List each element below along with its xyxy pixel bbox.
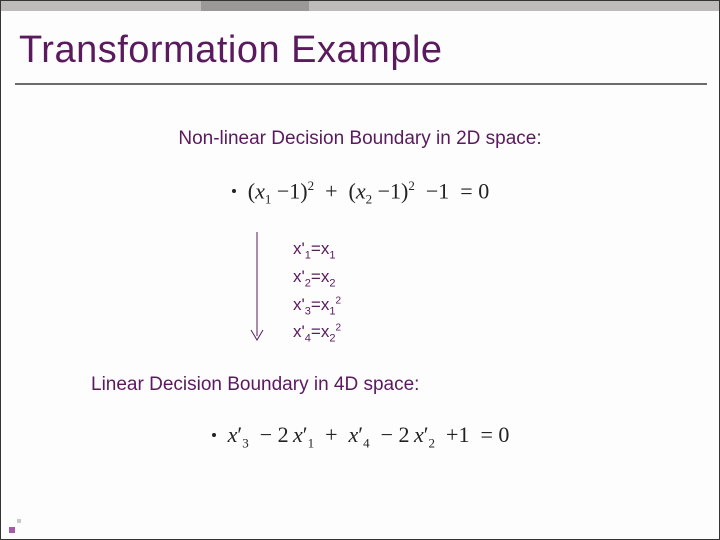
plus: + — [325, 178, 337, 203]
fone: 1 — [458, 422, 469, 447]
rparen: ) — [300, 178, 307, 203]
fx1: x — [228, 422, 238, 447]
formula-nonlinear: (x1 −1)2 + (x2 −1)2 −1 = 0 — [1, 178, 719, 208]
trs1: 1 — [329, 249, 335, 261]
transform-row: x'2=x2 — [293, 264, 341, 292]
xp: x' — [293, 239, 305, 258]
tp2: 2 — [335, 295, 341, 306]
fx3: x — [349, 422, 359, 447]
trs1b: 1 — [329, 305, 335, 317]
fs1: 1 — [308, 435, 315, 450]
teq3: = — [311, 295, 321, 314]
fs4: 4 — [363, 435, 370, 450]
eq-zero: = 0 — [460, 178, 489, 203]
corner-decor-icon — [9, 519, 23, 533]
transform-row: x'4=x22 — [293, 319, 341, 347]
trs2: 2 — [329, 277, 335, 289]
tp2b: 2 — [335, 323, 341, 334]
xp2: x' — [293, 267, 305, 286]
xp3: x' — [293, 295, 305, 314]
sub-2: 2 — [366, 192, 373, 207]
feq: = 0 — [480, 422, 509, 447]
formula-linear: x′3 − 2 x′1 + x′4 − 2 x′2 +1 = 0 — [1, 422, 719, 451]
minus2: − — [378, 178, 390, 203]
sq: 2 — [308, 178, 315, 193]
minus3: − — [426, 178, 438, 203]
const-1: 1 — [289, 178, 300, 203]
fc2: 2 — [278, 422, 289, 447]
transformation-list: x'1=x1 x'2=x2 x'3=x12 x'4=x22 — [293, 236, 341, 348]
sub-1: 1 — [265, 192, 272, 207]
trs2b: 2 — [329, 333, 335, 345]
teq2: = — [311, 267, 321, 286]
const-1c: 1 — [438, 178, 449, 203]
transform-row: x'1=x1 — [293, 236, 341, 264]
fm2: − — [381, 422, 393, 447]
bullet-icon-2 — [212, 433, 216, 437]
sq2: 2 — [408, 178, 415, 193]
top-bar — [1, 1, 719, 11]
fs2: 2 — [429, 435, 436, 450]
fs3: 3 — [242, 435, 249, 450]
fp2: + — [446, 422, 458, 447]
lparen2: ( — [349, 178, 356, 203]
var-x: x — [255, 178, 265, 203]
teq: = — [311, 239, 321, 258]
teq4: = — [311, 322, 321, 341]
lparen: ( — [248, 178, 255, 203]
subtitle-linear: Linear Decision Boundary in 4D space: — [91, 374, 719, 396]
var-x2: x — [356, 178, 366, 203]
subtitle-nonlinear: Non-linear Decision Boundary in 2D space… — [1, 128, 719, 150]
xp4: x' — [293, 322, 305, 341]
transform-row: x'3=x12 — [293, 292, 341, 320]
arrow-down-icon — [247, 230, 267, 348]
fx4: x — [414, 422, 424, 447]
title-underline — [15, 83, 707, 85]
bullet-icon — [232, 189, 236, 193]
minus: − — [277, 178, 289, 203]
fm1: − — [260, 422, 272, 447]
transformation-block: x'1=x1 x'2=x2 x'3=x12 x'4=x22 — [185, 230, 535, 350]
fx2: x — [293, 422, 303, 447]
fc2b: 2 — [399, 422, 410, 447]
fp1: + — [325, 422, 337, 447]
slide-title: Transformation Example — [1, 11, 719, 80]
const-1b: 1 — [390, 178, 401, 203]
tab-accent — [201, 1, 309, 11]
